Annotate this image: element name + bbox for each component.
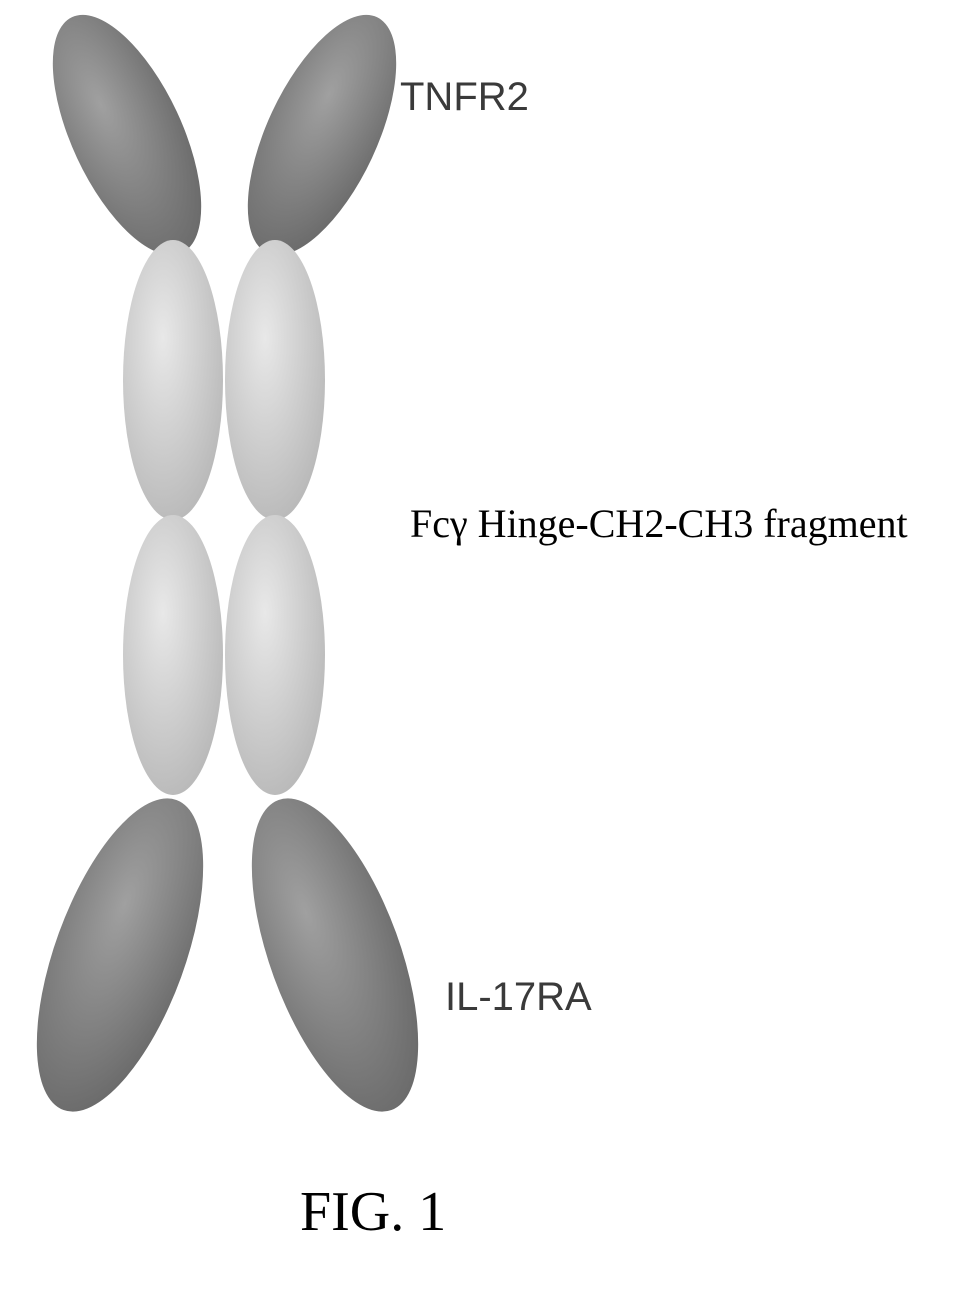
fc-fragment-label: Fcγ Hinge-CH2-CH3 fragment: [410, 500, 908, 547]
tnfr2-domain-right: [217, 0, 427, 276]
diagram-svg: [0, 0, 977, 1285]
fusion-protein-diagram: TNFR2 Fcγ Hinge-CH2-CH3 fragment IL-17RA…: [0, 0, 977, 1285]
fc-domain-upper-left: [123, 240, 223, 520]
fc-domain-lower-right: [225, 515, 325, 795]
tnfr2-domain-left: [22, 0, 232, 276]
tnfr2-label: TNFR2: [400, 75, 529, 120]
il17ra-domain-right: [217, 778, 452, 1133]
il17ra-domain-left: [2, 778, 237, 1133]
fc-domain-upper-right: [225, 240, 325, 520]
fc-domain-lower-left: [123, 515, 223, 795]
il17ra-label: IL-17RA: [445, 975, 592, 1020]
figure-caption: FIG. 1: [300, 1180, 446, 1244]
